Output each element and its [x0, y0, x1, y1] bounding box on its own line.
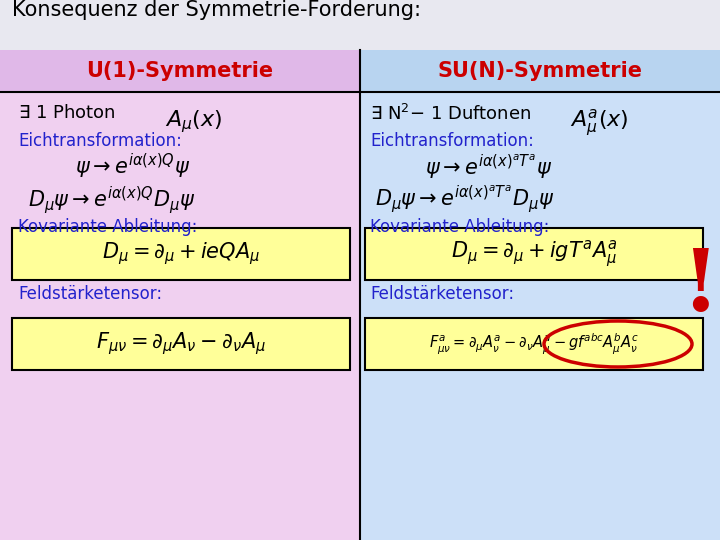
Text: Kovariante Ableitung:: Kovariante Ableitung:: [370, 218, 549, 236]
Text: Konsequenz der Symmetrie-Forderung:: Konsequenz der Symmetrie-Forderung:: [12, 0, 421, 20]
Text: !: !: [681, 245, 719, 329]
Bar: [0, 50, 360, 92]
Text: U(1)-Symmetrie: U(1)-Symmetrie: [86, 61, 274, 81]
Text: $A^{a}_{\mu}(x)$: $A^{a}_{\mu}(x)$: [570, 108, 629, 139]
Text: Feldstärketensor:: Feldstärketensor:: [370, 285, 514, 303]
Text: $D_{\mu} = \partial_{\mu} + igT^{a}A^{a}_{\mu}$: $D_{\mu} = \partial_{\mu} + igT^{a}A^{a}…: [451, 238, 618, 269]
FancyBboxPatch shape: [365, 228, 703, 280]
FancyBboxPatch shape: [12, 318, 350, 370]
Text: Eichtransformation:: Eichtransformation:: [18, 132, 182, 150]
FancyBboxPatch shape: [12, 228, 350, 280]
Text: $F^{a}_{\mu\nu} = \partial_{\mu}A^{a}_{\nu} - \partial_{\nu}A^{a}_{\mu} - gf^{ab: $F^{a}_{\mu\nu} = \partial_{\mu}A^{a}_{\…: [428, 332, 639, 356]
Text: Eichtransformation:: Eichtransformation:: [370, 132, 534, 150]
FancyBboxPatch shape: [365, 318, 703, 370]
Bar: [0, 0, 720, 50]
Text: $F_{\mu\nu} = \partial_{\mu}A_{\nu} - \partial_{\nu}A_{\mu}$: $F_{\mu\nu} = \partial_{\mu}A_{\nu} - \p…: [96, 330, 266, 357]
Bar: [0, 50, 360, 540]
Bar: [360, 50, 720, 92]
Text: $\psi \rightarrow e^{i\alpha(x)^{a}T^{a}}\psi$: $\psi \rightarrow e^{i\alpha(x)^{a}T^{a}…: [425, 152, 552, 181]
Text: $D_{\mu} = \partial_{\mu} + ieQA_{\mu}$: $D_{\mu} = \partial_{\mu} + ieQA_{\mu}$: [102, 241, 260, 267]
Text: $D_{\mu}\psi \rightarrow e^{i\alpha(x)^{a}T^{a}}D_{\mu}\psi$: $D_{\mu}\psi \rightarrow e^{i\alpha(x)^{…: [375, 184, 554, 215]
Bar: [360, 50, 720, 540]
Text: $D_{\mu}\psi \rightarrow e^{i\alpha(x)Q}D_{\mu}\psi$: $D_{\mu}\psi \rightarrow e^{i\alpha(x)Q}…: [28, 184, 195, 216]
Text: Feldstärketensor:: Feldstärketensor:: [18, 285, 162, 303]
Text: SU(N)-Symmetrie: SU(N)-Symmetrie: [438, 61, 642, 81]
Text: $A_{\mu}(x)$: $A_{\mu}(x)$: [165, 108, 222, 135]
Text: $\psi \rightarrow e^{i\alpha(x)Q}\psi$: $\psi \rightarrow e^{i\alpha(x)Q}\psi$: [75, 152, 190, 181]
Text: Kovariante Ableitung:: Kovariante Ableitung:: [18, 218, 197, 236]
Text: $\exists$ N$^{2}$$-$ 1 Duftonen: $\exists$ N$^{2}$$-$ 1 Duftonen: [370, 104, 531, 124]
Text: $\exists$ 1 Photon: $\exists$ 1 Photon: [18, 104, 115, 122]
